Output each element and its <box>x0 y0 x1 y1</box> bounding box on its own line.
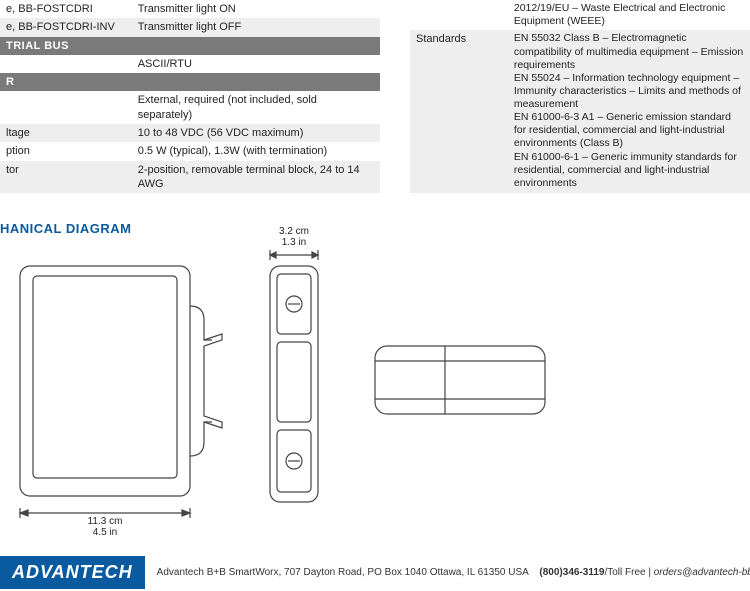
right-spec-table: 2012/19/EU – Waste Electrical and Electr… <box>410 0 750 193</box>
table-row: ltage 10 to 48 VDC (56 VDC maximum) <box>0 124 380 142</box>
table-header: TRIAL BUS <box>0 37 380 55</box>
cell <box>410 0 508 30</box>
footer-addr: Advantech B+B SmartWorx, 707 Dayton Road… <box>157 567 529 578</box>
advantech-logo: ADVANTECH <box>0 556 145 589</box>
footer-email1: orders@advantech-bb.com <box>654 567 750 578</box>
table-row: Standards EN 55032 Class B – Electromagn… <box>410 30 750 193</box>
dim-bottom-cm: 11.3 cm <box>88 516 123 527</box>
dim-top-cm: 3.2 cm <box>279 226 309 237</box>
cell: 2012/19/EU – Waste Electrical and Electr… <box>508 0 750 30</box>
dim-bottom: 11.3 cm 4.5 in <box>70 516 140 538</box>
cell: ltage <box>0 124 132 142</box>
cell <box>0 55 132 73</box>
cell <box>0 91 132 124</box>
cell: ASCII/RTU <box>132 55 380 73</box>
section-title: HANICAL DIAGRAM <box>0 221 750 236</box>
cell: External, required (not included, sold s… <box>132 91 380 124</box>
table-row: 2012/19/EU – Waste Electrical and Electr… <box>410 0 750 30</box>
dim-top-in: 1.3 in <box>282 237 306 248</box>
header-cell: R <box>0 73 380 91</box>
footer-tollfree: /Toll Free | <box>604 567 653 578</box>
footer: ADVANTECH Advantech B+B SmartWorx, 707 D… <box>0 545 750 591</box>
cell: 2-position, removable terminal block, 24… <box>132 161 380 194</box>
cell: e, BB-FOSTCDRI <box>0 0 132 18</box>
table-header: R <box>0 73 380 91</box>
table-row: ption 0.5 W (typical), 1.3W (with termin… <box>0 142 380 160</box>
footer-text: Advantech B+B SmartWorx, 707 Dayton Road… <box>157 567 750 578</box>
table-row: External, required (not included, sold s… <box>0 91 380 124</box>
dim-top: 3.2 cm 1.3 in <box>263 226 325 248</box>
cell: EN 55032 Class B – Electromagnetic compa… <box>508 30 750 193</box>
footer-phone: (800)346-3119 <box>539 567 604 578</box>
left-spec-table: e, BB-FOSTCDRI Transmitter light ON e, B… <box>0 0 380 193</box>
cell: Transmitter light OFF <box>132 18 380 36</box>
table-row: e, BB-FOSTCDRI-INV Transmitter light OFF <box>0 18 380 36</box>
cell: e, BB-FOSTCDRI-INV <box>0 18 132 36</box>
table-row: tor 2-position, removable terminal block… <box>0 161 380 194</box>
cell: ption <box>0 142 132 160</box>
cell: Transmitter light ON <box>132 0 380 18</box>
header-cell: TRIAL BUS <box>0 37 380 55</box>
top-tables: e, BB-FOSTCDRI Transmitter light ON e, B… <box>0 0 750 193</box>
mechanical-diagram: 3.2 cm 1.3 in 11.3 cm 4.5 in <box>0 246 560 536</box>
cell: 10 to 48 VDC (56 VDC maximum) <box>132 124 380 142</box>
cell: tor <box>0 161 132 194</box>
table-row: e, BB-FOSTCDRI Transmitter light ON <box>0 0 380 18</box>
table-row: ASCII/RTU <box>0 55 380 73</box>
cell: 0.5 W (typical), 1.3W (with termination) <box>132 142 380 160</box>
cell: Standards <box>410 30 508 193</box>
dim-bottom-in: 4.5 in <box>93 527 117 538</box>
